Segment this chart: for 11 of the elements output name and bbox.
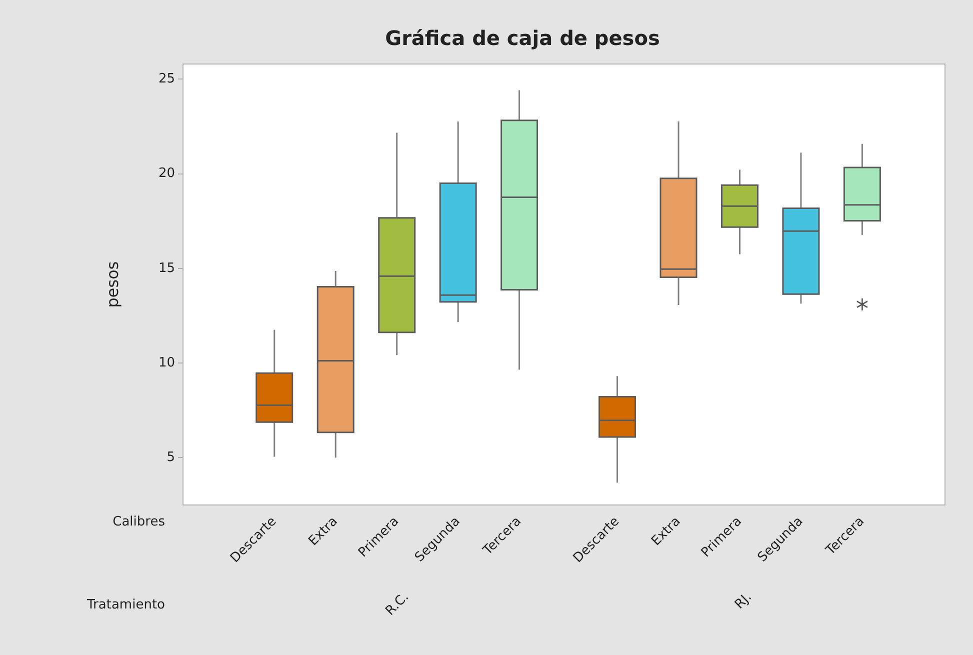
y-tick-label: 20 xyxy=(158,166,175,182)
y-axis-title: pesos xyxy=(102,261,122,308)
y-tick-label: 10 xyxy=(158,355,175,370)
text: Tratamiento xyxy=(86,597,166,612)
y-tick-label: 25 xyxy=(158,72,175,87)
y-tick-label: 5 xyxy=(166,450,175,466)
y-tick-label: 15 xyxy=(158,260,175,276)
chart-title: Gráfica de caja de pesos xyxy=(385,26,660,50)
text: RJ. xyxy=(732,590,755,612)
text: Calibres xyxy=(112,514,166,530)
text: R.C. xyxy=(383,590,412,619)
